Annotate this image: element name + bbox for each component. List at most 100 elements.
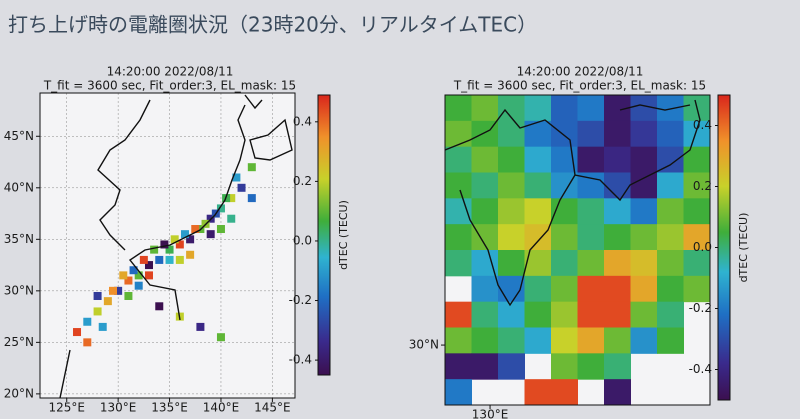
tec-cell [186, 250, 195, 259]
tec-cell [577, 353, 605, 380]
tec-cell [445, 95, 472, 122]
y-tick-label: 20°N [4, 386, 34, 400]
tec-cell [109, 286, 118, 295]
tec-cell [657, 275, 684, 303]
colorbar-tick-label: -0.4 [689, 362, 712, 376]
colorbar-tick-label: 0.2 [293, 174, 312, 188]
tec-cell [471, 275, 499, 303]
y-tick-label: 25°N [4, 335, 34, 349]
tec-cell [630, 146, 658, 173]
colorbar-tick-label: -0.2 [689, 301, 712, 315]
panel-time: 14:20:00 2022/08/11 [517, 65, 644, 79]
tec-cell [83, 338, 92, 347]
tec-cell [524, 327, 552, 354]
panel-settings: T_fit = 3600 sec, Fit_order:3, EL_mask: … [453, 79, 706, 93]
tec-cell [134, 281, 143, 290]
tec-cell [577, 301, 605, 328]
tec-cell [98, 322, 107, 331]
tec-cell [604, 120, 631, 148]
panel-settings: T_fit = 3600 sec, Fit_order:3, EL_mask: … [43, 79, 296, 93]
tec-cell [551, 301, 578, 328]
tec-cell [577, 95, 605, 122]
tec-cell [604, 224, 631, 251]
tec-cell [165, 245, 174, 254]
tec-cell [445, 172, 472, 199]
panel-time: 14:20:00 2022/08/11 [107, 65, 234, 79]
page-title: 打ち上げ時の電離圏状況（23時20分、リアルタイムTEC） [8, 13, 537, 37]
tec-cell [247, 163, 256, 172]
tec-cell [445, 198, 472, 225]
y-tick-label: 45°N [4, 129, 34, 143]
tec-cell [577, 275, 605, 303]
tec-cell [577, 146, 605, 173]
tec-cell [247, 194, 256, 203]
tec-cell [657, 95, 684, 122]
map-panel: 14:20:00 2022/08/11T_fit = 3600 sec, Fit… [409, 65, 750, 419]
tec-cell [445, 120, 472, 148]
tec-cell [657, 250, 684, 277]
tec-cell [498, 327, 525, 354]
tec-cell [524, 301, 552, 328]
x-tick-label: 145°E [254, 401, 291, 415]
tec-cell [471, 198, 499, 225]
tec-cell [216, 225, 225, 234]
tec-cell [471, 95, 499, 122]
tec-cell [604, 275, 631, 303]
tec-cell [577, 224, 605, 251]
tec-cell [124, 291, 133, 300]
tec-cell [657, 198, 684, 225]
colorbar [317, 94, 331, 376]
tec-cell [498, 146, 525, 173]
tec-cell [471, 327, 499, 354]
tec-cell [471, 353, 499, 380]
tec-cell [232, 173, 241, 182]
tec-cell [237, 183, 246, 192]
coastline [445, 99, 701, 307]
tec-cell [604, 301, 631, 328]
x-tick-label: 130°E [472, 408, 509, 419]
tec-cell [445, 250, 472, 277]
tec-cell [445, 379, 472, 405]
tec-cell [630, 224, 658, 251]
x-tick-label: 140°E [203, 401, 240, 415]
y-tick-label: 30°N [409, 338, 439, 352]
tec-cell [227, 214, 236, 223]
y-tick-label: 35°N [4, 232, 34, 246]
tec-cell [551, 353, 578, 380]
tec-cell [103, 297, 112, 306]
tec-cell [577, 198, 605, 225]
tec-cell [604, 146, 631, 173]
x-tick-label: 130°E [100, 401, 137, 415]
tec-cell [180, 230, 189, 239]
tec-cell [683, 146, 710, 173]
tec-cell [175, 240, 184, 249]
tec-cell [445, 224, 472, 251]
tec-cell [144, 271, 153, 280]
tec-cell [630, 172, 658, 199]
tec-cell [498, 353, 525, 380]
panels: 14:20:00 2022/08/11T_fit = 3600 sec, Fit… [4, 65, 750, 419]
tec-cell [471, 146, 499, 173]
colorbar-tick-label: 0.2 [693, 179, 712, 193]
x-tick-label: 125°E [48, 401, 85, 415]
map-frame [444, 94, 711, 406]
colorbar-tick-label: -0.4 [289, 353, 312, 367]
tec-cell [114, 286, 123, 295]
tec-cell [577, 327, 605, 354]
colorbar-tick-label: -0.2 [289, 293, 312, 307]
tec-cell [170, 235, 179, 244]
tec-cell [604, 198, 631, 225]
tec-cell [551, 224, 578, 251]
tec-cell [524, 95, 552, 122]
tec-cell [191, 225, 200, 234]
tec-cell [498, 301, 525, 328]
tec-cell [129, 266, 138, 275]
colorbar-tick-label: 0.0 [293, 233, 312, 247]
colorbar [717, 94, 731, 401]
tec-cell [445, 327, 472, 354]
tec-cell [227, 194, 236, 203]
tec-cell [150, 245, 159, 254]
tec-cell [683, 198, 710, 225]
colorbar-tick-label: 0.0 [693, 240, 712, 254]
tec-cell [471, 172, 499, 199]
